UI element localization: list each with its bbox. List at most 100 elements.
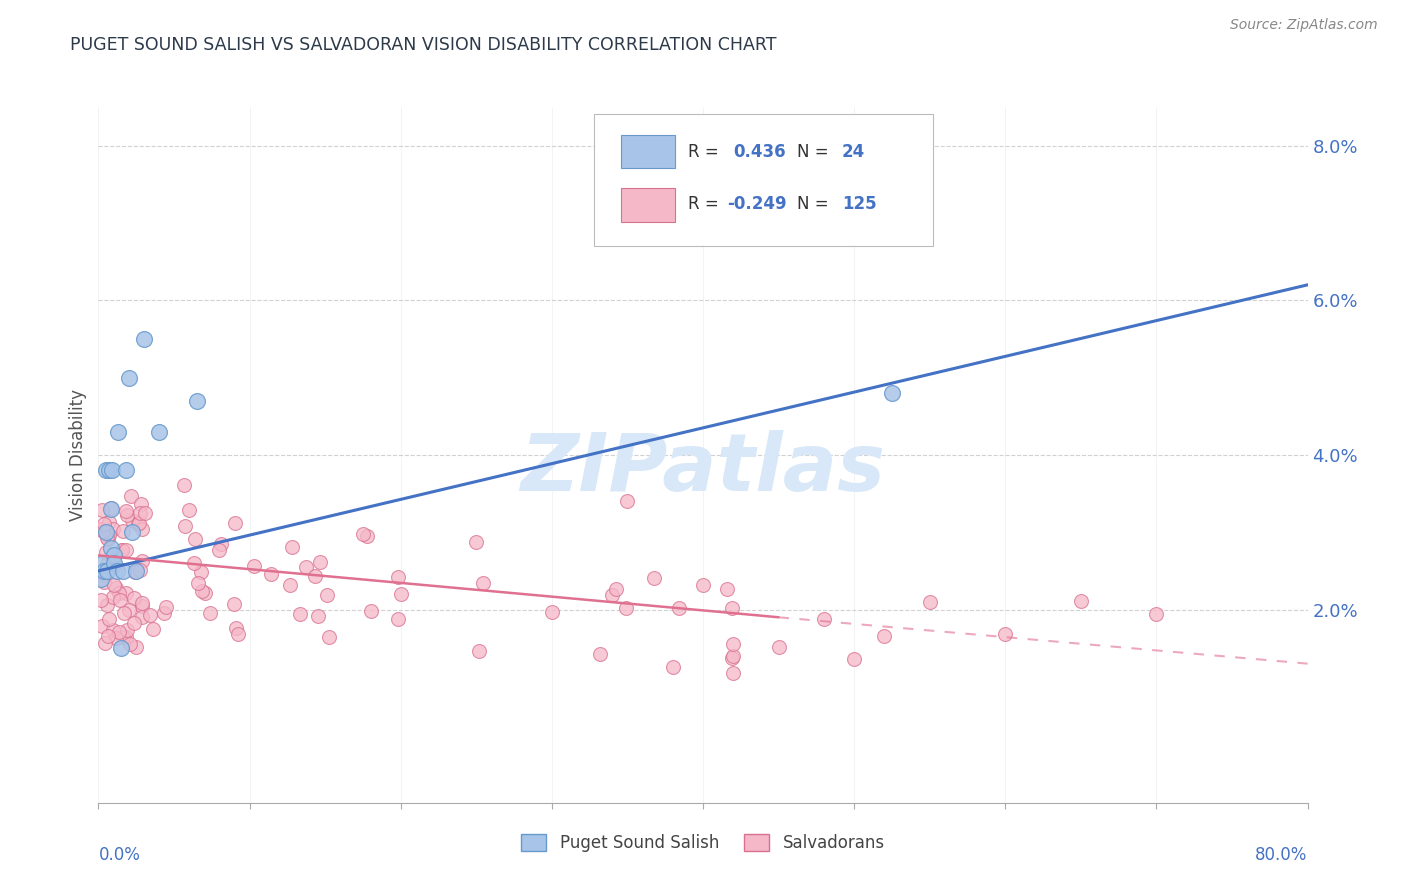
Point [100, 502, 122, 516]
Text: -0.249: -0.249 [727, 195, 787, 213]
Point [96, 564, 118, 578]
Point [93, 575, 115, 590]
Text: R =: R = [689, 143, 720, 161]
Point [1070, 594, 1092, 608]
Point [103, 522, 125, 536]
Point [295, 560, 318, 574]
Point [813, 611, 835, 625]
Point [224, 516, 246, 530]
Point [90, 522, 112, 536]
Point [93, 516, 115, 531]
Point [131, 522, 153, 536]
Point [101, 463, 124, 477]
Text: 24: 24 [842, 143, 865, 161]
Point [128, 563, 150, 577]
Point [118, 602, 141, 616]
Point [360, 604, 382, 618]
Point [307, 608, 329, 623]
Point [721, 601, 744, 615]
Point [94, 525, 117, 540]
Point [174, 518, 197, 533]
Point [721, 651, 744, 665]
Point [356, 529, 378, 543]
Point [190, 566, 212, 580]
Point [111, 542, 134, 557]
Point [124, 565, 146, 579]
Point [605, 582, 627, 596]
Point [115, 630, 138, 644]
Point [468, 644, 491, 658]
Point [309, 555, 332, 569]
Point [96, 531, 118, 545]
Point [139, 607, 162, 622]
Text: 0.0%: 0.0% [98, 846, 141, 864]
Point [768, 640, 790, 654]
Point [97, 629, 120, 643]
Point [127, 517, 149, 532]
Point [94, 463, 117, 477]
Point [1144, 607, 1167, 622]
Point [101, 590, 124, 604]
Point [120, 489, 142, 503]
Point [128, 516, 150, 531]
Point [844, 651, 866, 665]
Point [112, 606, 135, 620]
Point [115, 543, 138, 558]
Point [389, 586, 412, 600]
Text: N =: N = [797, 143, 830, 161]
Point [387, 570, 409, 584]
Point [96, 598, 118, 612]
Point [155, 599, 177, 614]
Point [111, 524, 134, 539]
Point [91, 568, 114, 582]
Point [873, 629, 896, 643]
Point [184, 532, 207, 546]
Point [98, 515, 121, 529]
Point [115, 504, 138, 518]
Point [209, 536, 232, 550]
Point [93, 564, 115, 578]
Point [115, 586, 138, 600]
Point [118, 637, 141, 651]
Point [103, 549, 125, 563]
Point [107, 425, 129, 439]
Point [111, 630, 134, 644]
Point [115, 623, 138, 637]
Point [105, 564, 128, 578]
Point [97, 532, 120, 546]
Text: ZIPatlas: ZIPatlas [520, 430, 886, 508]
Point [108, 586, 131, 600]
Point [131, 596, 153, 610]
Y-axis label: Vision Disability: Vision Disability [69, 389, 87, 521]
Point [104, 632, 127, 646]
Point [91, 619, 114, 633]
Point [318, 631, 340, 645]
Point [716, 582, 738, 596]
Point [114, 463, 136, 477]
Point [97, 528, 120, 542]
Text: Source: ZipAtlas.com: Source: ZipAtlas.com [1230, 18, 1378, 32]
Point [122, 616, 145, 631]
Point [103, 558, 125, 572]
Text: 80.0%: 80.0% [1256, 846, 1308, 864]
Point [540, 605, 562, 619]
Point [103, 560, 125, 574]
Point [994, 626, 1017, 640]
Point [90, 572, 112, 586]
Point [918, 595, 941, 609]
Text: PUGET SOUND SALISH VS SALVADORAN VISION DISABILITY CORRELATION CHART: PUGET SOUND SALISH VS SALVADORAN VISION … [70, 36, 776, 54]
Point [108, 624, 131, 639]
Point [131, 554, 153, 568]
Point [108, 593, 131, 607]
Point [186, 393, 208, 408]
Point [225, 621, 247, 635]
Point [304, 569, 326, 583]
Point [600, 588, 623, 602]
Point [661, 659, 683, 673]
Text: R =: R = [689, 195, 720, 213]
Point [352, 527, 374, 541]
Point [387, 612, 409, 626]
Point [111, 564, 134, 578]
Point [179, 503, 201, 517]
Point [194, 586, 217, 600]
